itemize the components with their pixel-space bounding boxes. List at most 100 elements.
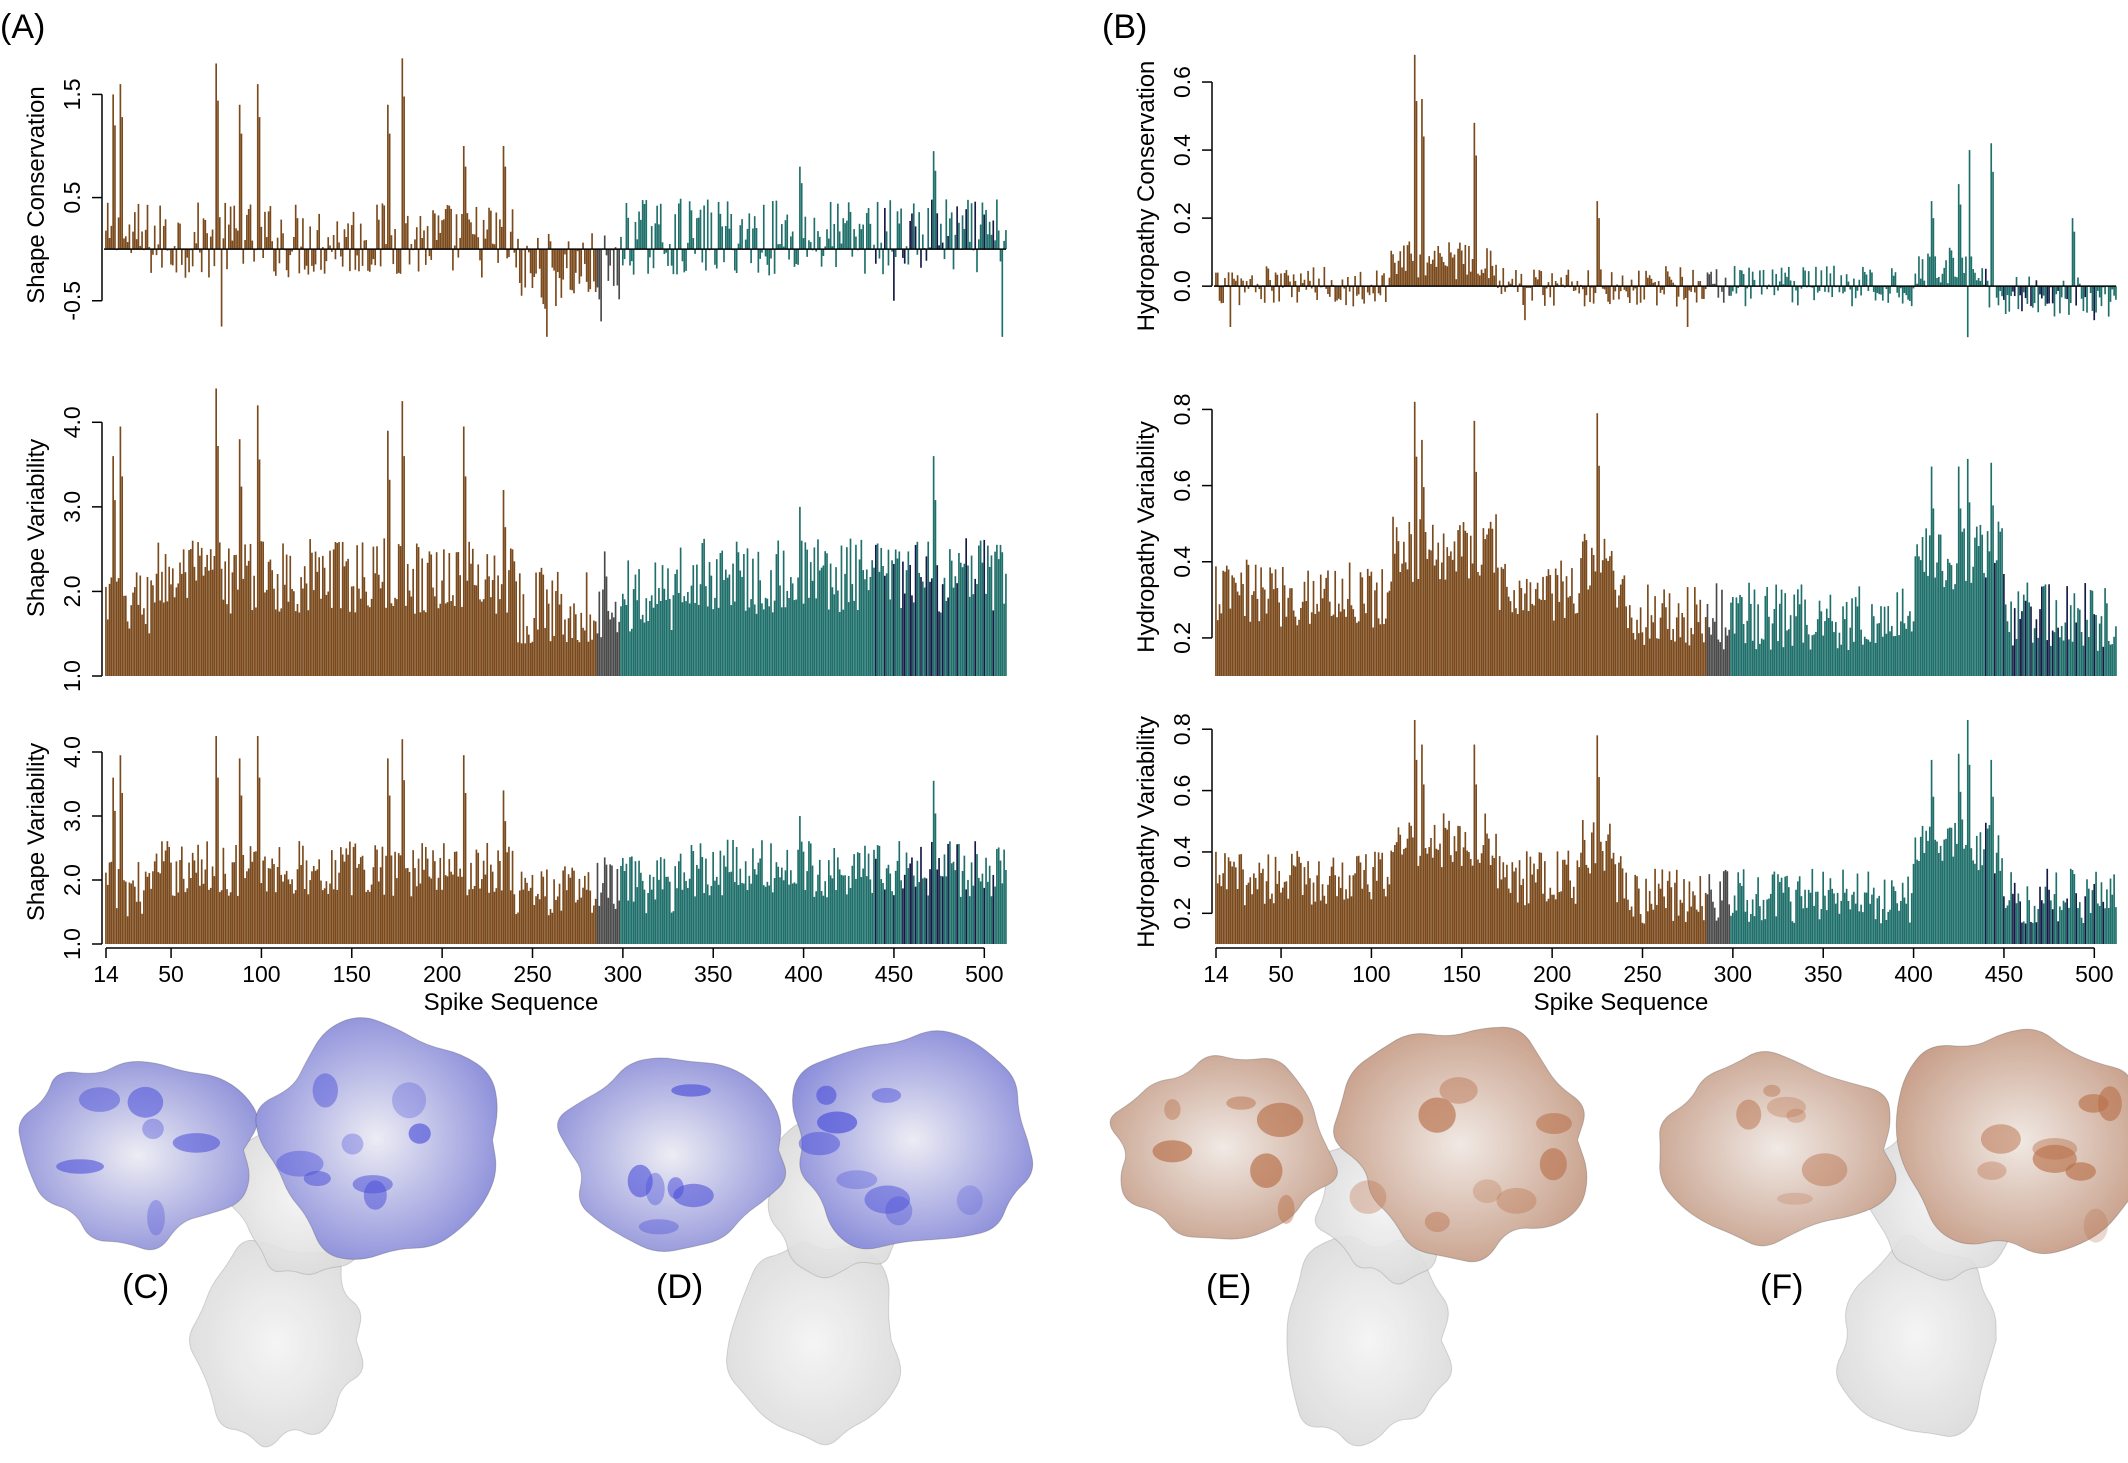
bar-residue-370 (748, 213, 751, 250)
structure-d-patch (836, 1170, 878, 1190)
bar-residue-131 (1426, 853, 1429, 944)
bar-residue-64 (195, 243, 198, 250)
bar-residue-282 (1699, 876, 1702, 944)
bar-residue-380 (766, 249, 769, 265)
bar-residue-165 (377, 574, 380, 676)
bar-residue-190 (1533, 863, 1535, 944)
bar-residue-90 (1352, 609, 1355, 676)
bar-residue-151 (352, 586, 355, 676)
bar-residue-29 (1242, 583, 1244, 676)
bar-residue-140 (1442, 533, 1445, 676)
bar-residue-93 (247, 209, 250, 250)
bar-residue-453 (2008, 286, 2011, 312)
bar-residue-454 (900, 208, 902, 250)
bar-residue-102 (264, 856, 266, 944)
bar-residue-473 (934, 170, 937, 250)
bar-residue-24 (123, 595, 125, 676)
bar-residue-244 (1630, 906, 1633, 944)
bar-residue-478 (943, 249, 946, 260)
bar-residue-119 (1404, 270, 1407, 287)
bar-residue-320 (658, 879, 660, 944)
bar-residue-350 (1822, 871, 1824, 944)
bar-residue-280 (585, 249, 588, 282)
bar-residue-145 (341, 854, 344, 944)
bar-residue-419 (837, 857, 839, 944)
bar-residue-298 (1728, 286, 1731, 296)
bar-residue-183 (1520, 587, 1523, 676)
bar-residue-268 (1674, 641, 1676, 676)
bar-residue-315 (1759, 270, 1761, 287)
bar-residue-510 (1001, 552, 1004, 676)
bar-residue-117 (291, 588, 293, 676)
bar-residue-58 (184, 892, 187, 944)
bar-residue-397 (1907, 615, 1909, 676)
bar-residue-281 (587, 872, 590, 944)
bar-residue-320 (658, 588, 660, 676)
structure-f-patch (1977, 1161, 2007, 1180)
bar-residue-359 (1838, 286, 1841, 293)
bar-residue-125 (305, 249, 308, 266)
bar-residue-195 (432, 587, 434, 676)
bar-residue-179 (403, 456, 405, 676)
bar-residue-36 (144, 871, 147, 944)
bar-residue-260 (549, 909, 552, 944)
bar-residue-116 (1399, 251, 1402, 287)
bar-residue-267 (1672, 629, 1674, 676)
bar-residue-455 (2012, 645, 2014, 676)
bar-residue-192 (1536, 869, 1539, 944)
bar-residue-123 (302, 218, 304, 250)
bar-residue-92 (246, 871, 248, 944)
bar-residue-316 (1760, 286, 1763, 295)
bar-residue-111 (280, 219, 283, 250)
bar-residue-361 (1842, 869, 1844, 944)
bar-residue-281 (587, 249, 590, 292)
bar-residue-322 (661, 889, 664, 944)
bar-residue-56 (1291, 588, 1293, 676)
bar-residue-84 (1341, 862, 1344, 944)
bar-residue-85 (1343, 286, 1346, 289)
structure-c-patch (352, 1175, 393, 1194)
bar-residue-114 (1395, 274, 1398, 287)
bar-residue-401 (804, 542, 807, 676)
bar-residue-304 (629, 631, 631, 676)
bar-residue-34 (141, 231, 143, 250)
bar-residue-51 (1281, 566, 1284, 676)
bar-residue-219 (1585, 286, 1588, 296)
bar-residue-463 (916, 541, 919, 676)
bar-residue-358 (726, 839, 729, 944)
x-tick-label: 400 (784, 961, 822, 987)
bar-residue-299 (620, 236, 622, 250)
bar-residue-330 (676, 249, 678, 275)
bar-residue-486 (958, 222, 960, 250)
bar-residue-338 (1800, 896, 1803, 944)
bar-residue-245 (1632, 916, 1635, 944)
bar-residue-337 (688, 878, 691, 944)
bar-residue-103 (1375, 270, 1378, 287)
bar-residue-151 (352, 847, 355, 944)
bar-residue-363 (1845, 888, 1848, 944)
bar-residue-213 (464, 476, 467, 676)
bar-residue-286 (1706, 894, 1709, 944)
bar-residue-68 (202, 575, 205, 676)
bar-residue-439 (1983, 849, 1985, 944)
bar-residue-204 (448, 859, 451, 944)
bar-residue-44 (159, 600, 161, 676)
bar-residue-274 (574, 614, 577, 676)
bar-residue-340 (1804, 599, 1806, 676)
bar-residue-383 (1881, 636, 1884, 676)
bar-residue-240 (513, 561, 516, 676)
bar-residue-78 (1330, 616, 1333, 676)
bar-residue-340 (694, 896, 696, 944)
bar-residue-214 (466, 895, 469, 944)
bar-residue-315 (1759, 906, 1761, 944)
bar-residue-133 (1430, 263, 1432, 287)
structure-d-patch (871, 1087, 902, 1103)
bar-residue-143 (338, 242, 340, 250)
bar-residue-376 (1869, 269, 1871, 287)
bar-residue-177 (399, 546, 402, 676)
bar-residue-497 (977, 545, 980, 676)
bar-residue-158 (365, 240, 367, 250)
bar-residue-482 (950, 212, 953, 250)
bar-residue-204 (1558, 601, 1561, 676)
bar-residue-202 (444, 603, 447, 676)
